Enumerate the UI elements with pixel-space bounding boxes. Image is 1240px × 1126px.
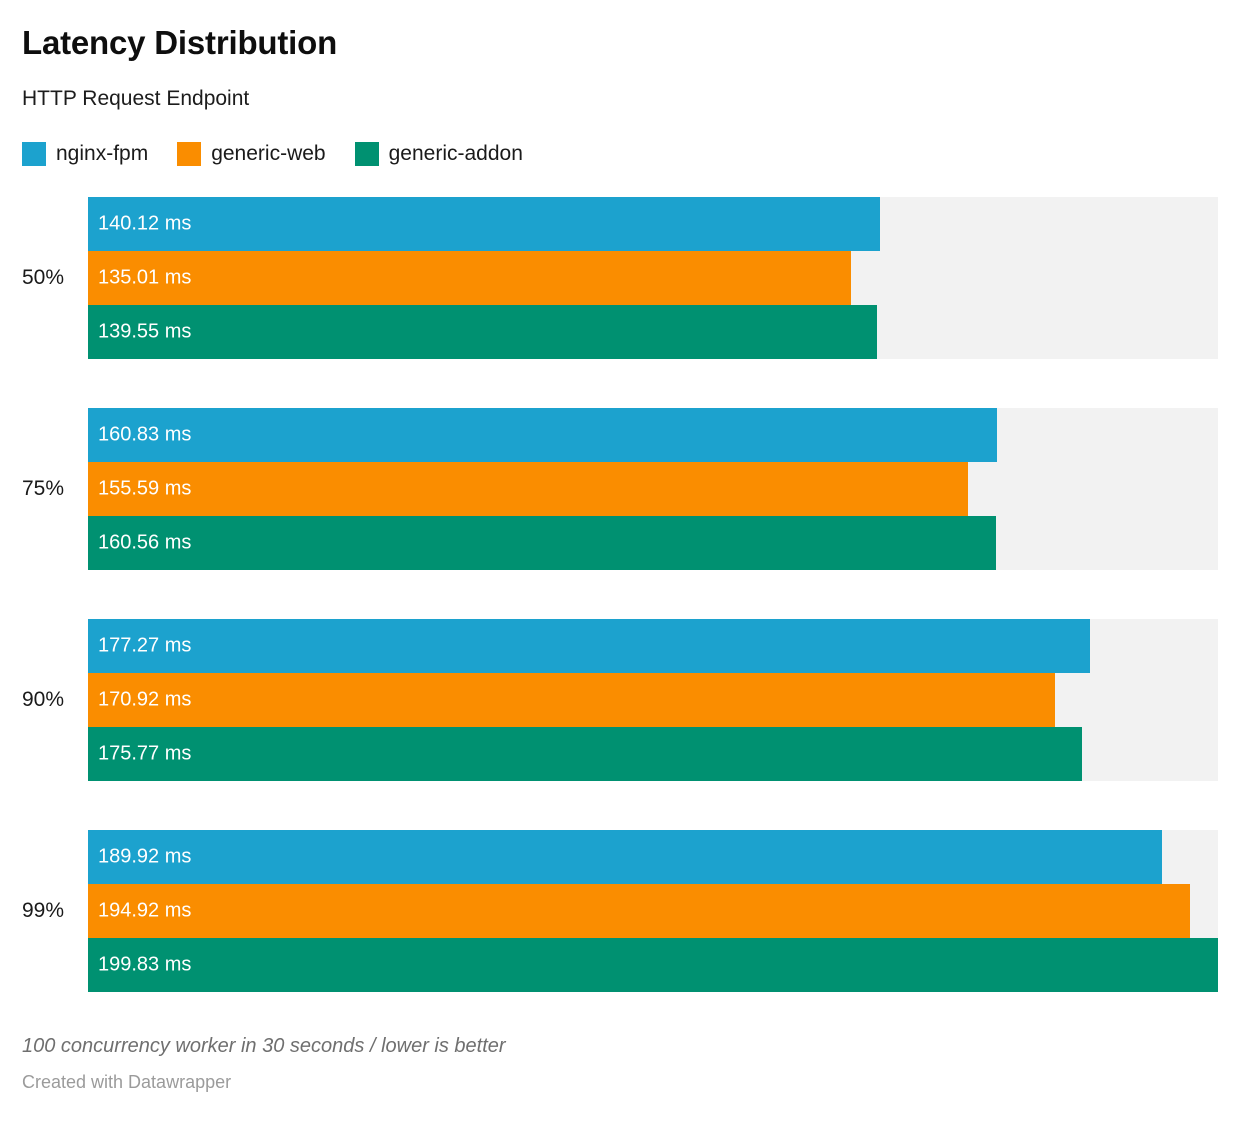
legend-item-generic-web: generic-web xyxy=(177,142,326,166)
chart-subtitle: HTTP Request Endpoint xyxy=(22,87,250,110)
bar-nginx-fpm-50[interactable]: 140.12 ms xyxy=(88,197,881,251)
legend-swatch-icon xyxy=(22,142,46,166)
bar-nginx-fpm-75[interactable]: 160.83 ms xyxy=(88,408,998,462)
bar-track: 140.12 ms 135.01 ms 139.55 ms xyxy=(88,197,1218,359)
chart-title: Latency Distribution xyxy=(22,24,338,61)
legend-label: nginx-fpm xyxy=(56,142,149,165)
bar-generic-addon-99[interactable]: 199.83 ms xyxy=(88,938,1218,992)
bar-value-label: 170.92 ms xyxy=(98,688,192,711)
bar-value-label: 177.27 ms xyxy=(98,634,192,657)
bar-track: 160.83 ms 155.59 ms 160.56 ms xyxy=(88,408,1218,570)
legend: nginx-fpm generic-web generic-addon xyxy=(22,142,1218,166)
bar-value-label: 199.83 ms xyxy=(98,953,192,976)
bar-value-label: 175.77 ms xyxy=(98,742,192,765)
bar-value-label: 194.92 ms xyxy=(98,899,192,922)
category-label: 99% xyxy=(22,899,65,922)
bar-value-label: 135.01 ms xyxy=(98,266,192,289)
bar-generic-addon-50[interactable]: 139.55 ms xyxy=(88,305,878,359)
category-label: 90% xyxy=(22,688,65,711)
legend-item-nginx-fpm: nginx-fpm xyxy=(22,142,148,166)
bar-generic-addon-75[interactable]: 160.56 ms xyxy=(88,516,996,570)
legend-swatch-icon xyxy=(354,142,379,166)
datawrapper-attribution-link[interactable]: Created with Datawrapper xyxy=(22,1072,232,1092)
bar-track: 177.27 ms 170.92 ms 175.77 ms xyxy=(88,619,1218,781)
bar-chart: 50% 140.12 ms 135.01 ms 139.55 ms 75% 160.83 … xyxy=(22,197,1218,992)
bar-value-label: 160.83 ms xyxy=(98,423,192,446)
bar-generic-web-50[interactable]: 135.01 ms xyxy=(88,251,852,305)
bar-value-label: 189.92 ms xyxy=(98,845,192,868)
bar-generic-web-90[interactable]: 170.92 ms xyxy=(88,673,1055,727)
bar-value-label: 140.12 ms xyxy=(98,212,192,235)
legend-label: generic-addon xyxy=(388,142,523,165)
bar-generic-web-99[interactable]: 194.92 ms xyxy=(88,884,1191,938)
chart-note: 100 concurrency worker in 30 seconds / l… xyxy=(22,1035,506,1057)
percentile-group-90: 90% 177.27 ms 170.92 ms 175.77 ms xyxy=(22,619,1218,781)
percentile-group-75: 75% 160.83 ms 155.59 ms 160.56 ms xyxy=(22,408,1218,570)
bar-track: 189.92 ms 194.92 ms 199.83 ms xyxy=(88,830,1218,992)
legend-label: generic-web xyxy=(211,142,326,165)
bar-nginx-fpm-90[interactable]: 177.27 ms xyxy=(88,619,1091,673)
percentile-group-50: 50% 140.12 ms 135.01 ms 139.55 ms xyxy=(22,197,1218,359)
bar-generic-addon-90[interactable]: 175.77 ms xyxy=(88,727,1082,781)
bar-value-label: 160.56 ms xyxy=(98,531,192,554)
category-label: 50% xyxy=(22,266,65,289)
bar-value-label: 139.55 ms xyxy=(98,320,192,343)
legend-item-generic-addon: generic-addon xyxy=(354,142,523,166)
percentile-group-99: 99% 189.92 ms 194.92 ms 199.83 ms xyxy=(22,830,1218,992)
bar-generic-web-75[interactable]: 155.59 ms xyxy=(88,462,968,516)
legend-swatch-icon xyxy=(177,142,202,166)
bar-value-label: 155.59 ms xyxy=(98,477,192,500)
category-label: 75% xyxy=(22,477,65,500)
bar-nginx-fpm-99[interactable]: 189.92 ms xyxy=(88,830,1162,884)
